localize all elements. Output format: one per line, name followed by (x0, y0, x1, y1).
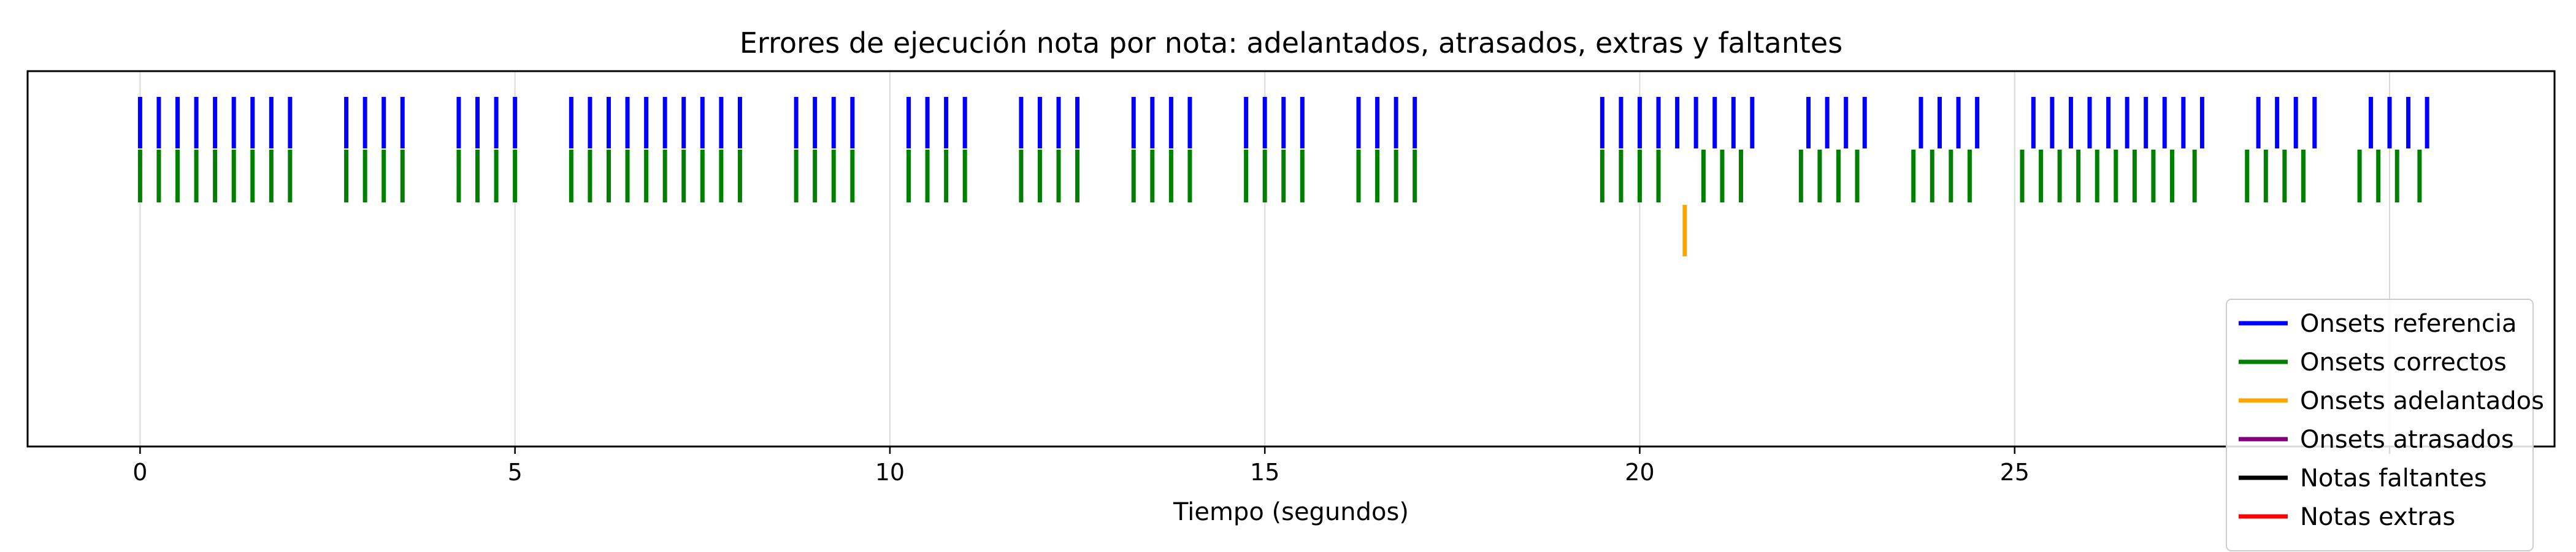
event-marks (137, 97, 2429, 256)
x-tick-label: 5 (508, 459, 523, 486)
x-axis-label: Tiempo (segundos) (1173, 498, 1409, 526)
legend: Onsets referencia Onsets correctos Onsets … (2226, 299, 2544, 551)
legend-label-early: Onsets adelantados (2300, 387, 2544, 415)
x-tick-label: 10 (875, 459, 905, 486)
plot-frame (26, 70, 2556, 448)
x-axis-ticks: 0 5 10 15 20 25 (132, 447, 2391, 486)
legend-label-reference: Onsets referencia (2300, 310, 2517, 338)
legend-label-late: Onsets atrasados (2300, 426, 2514, 454)
legend-label-extra: Notas extras (2300, 503, 2455, 531)
x-tick-label: 20 (1625, 459, 1654, 486)
legend-items: Onsets referencia Onsets correctos Onsets … (2239, 310, 2544, 531)
legend-box (2226, 299, 2534, 551)
x-tick-label: 25 (2000, 459, 2030, 486)
x-tick-label: 15 (1250, 459, 1279, 486)
x-tick-label: 0 (132, 459, 147, 486)
legend-label-missing: Notas faltantes (2300, 464, 2487, 493)
chart-title: Errores de ejecución nota por nota: adel… (740, 26, 1842, 59)
legend-label-correct: Onsets correctos (2300, 348, 2507, 377)
